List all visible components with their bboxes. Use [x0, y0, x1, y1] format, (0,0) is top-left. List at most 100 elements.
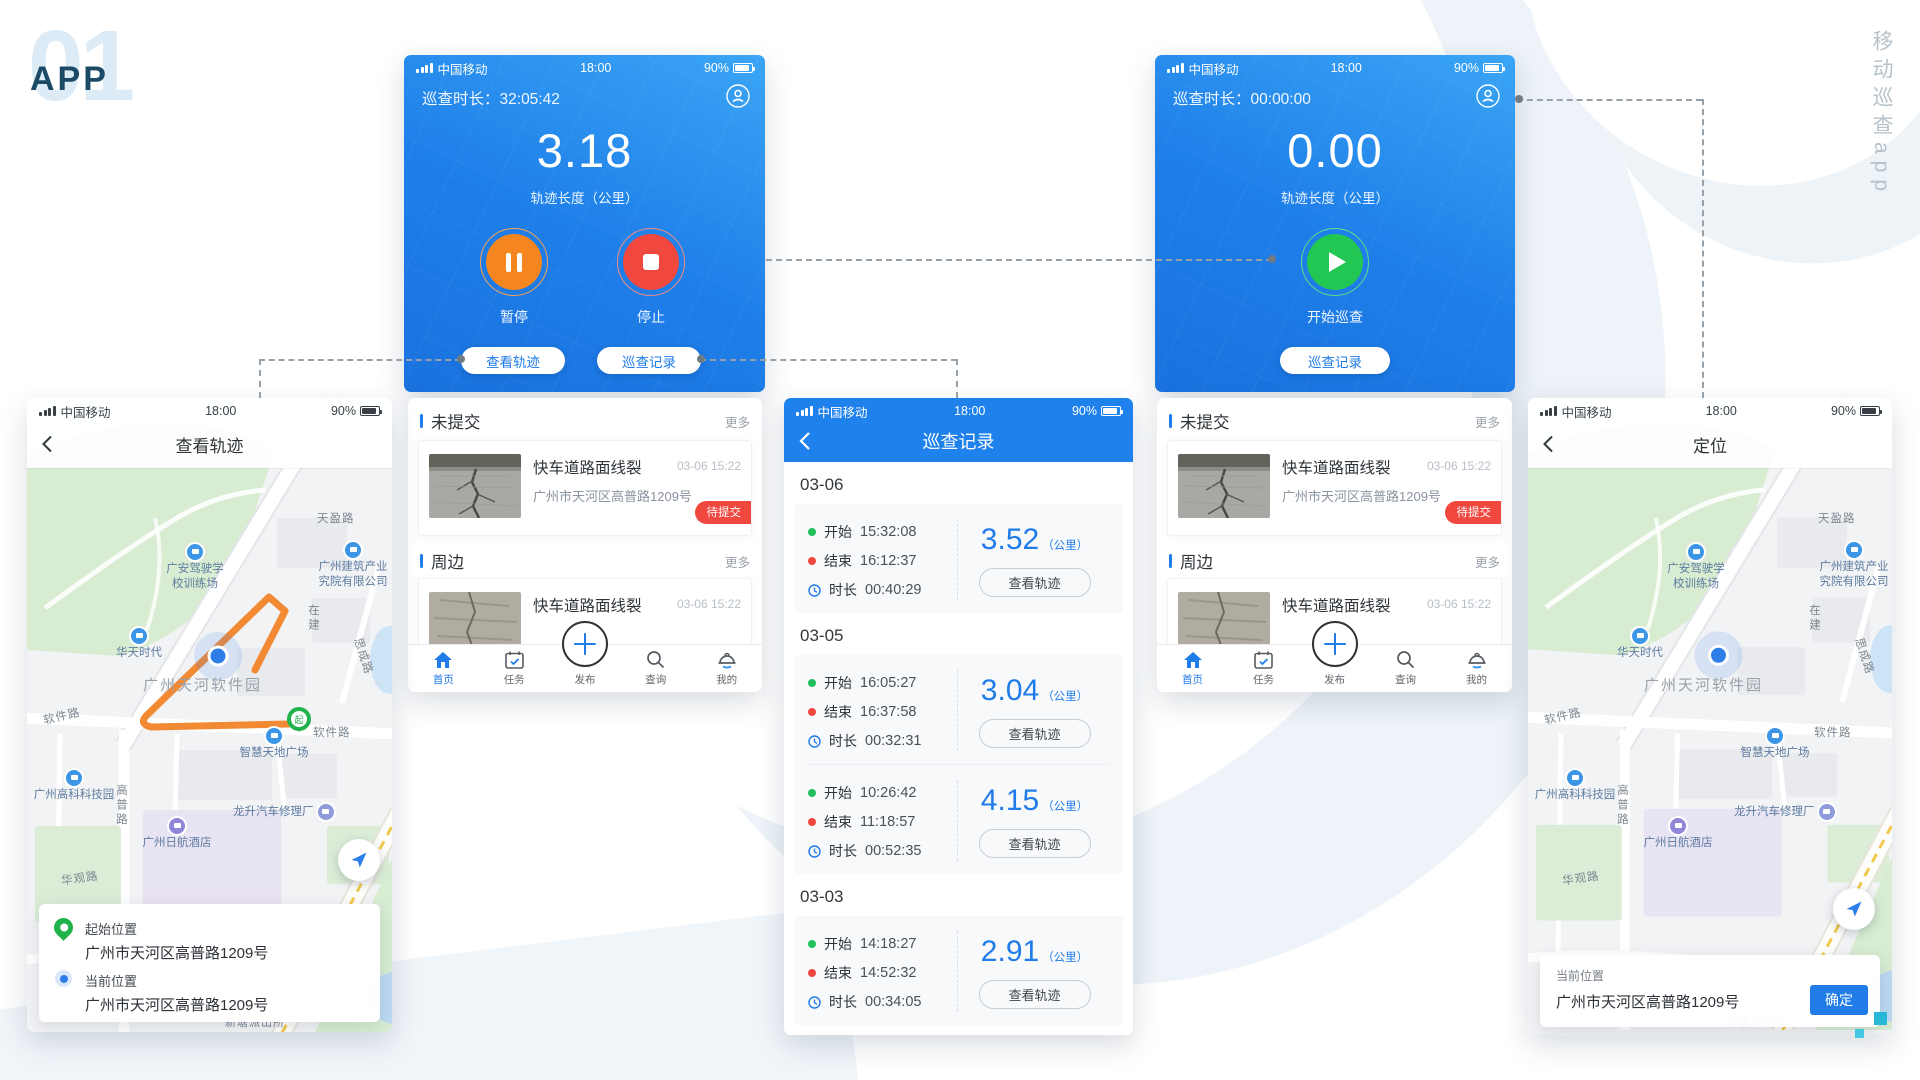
tab-bar: 首页 任务 发布 查询 我的 [1157, 621, 1512, 692]
publish-button[interactable] [561, 621, 608, 667]
start-pin-icon [50, 914, 77, 941]
stop-button[interactable] [617, 228, 685, 296]
under-construction-label: 在建 [307, 604, 319, 633]
report-title: 快车道路面线裂 [1282, 598, 1391, 615]
track-route [139, 593, 293, 731]
tab-mine[interactable]: 我的 [1441, 645, 1512, 692]
report-datetime: 03-06 15:22 [1426, 597, 1491, 611]
distance-value: 3.18 [536, 124, 633, 177]
signal-icon [416, 63, 433, 73]
patrol-records-button[interactable]: 巡查记录 [597, 347, 701, 374]
road-label: 软件路 [313, 727, 351, 739]
location-icon[interactable] [725, 83, 751, 109]
records-header: 中国移动 18:00 90% 巡查记录 [784, 398, 1133, 462]
view-track-button[interactable]: 查看轨迹 [978, 567, 1091, 597]
tab-search[interactable]: 查询 [620, 645, 691, 692]
report-card[interactable]: 快车道路面线裂 03-06 15:22 广州市天河区高普路1209号 待提交 [418, 440, 752, 536]
record-row: 开始 10:26:42 结束 11:18:57 时长 00:52:35 4.15 （公里… [794, 765, 1123, 874]
search-icon [1397, 651, 1415, 669]
tab-home[interactable]: 首页 [1157, 645, 1228, 692]
start-patrol-button[interactable] [1301, 228, 1369, 296]
pause-button[interactable] [480, 228, 548, 296]
poi-driving-school: 广安驾驶学 校训练场 [1648, 544, 1744, 592]
recenter-button[interactable] [338, 839, 380, 881]
record-date: 03-06 [800, 475, 844, 494]
recenter-button[interactable] [1833, 888, 1875, 930]
connector-dot [1515, 95, 1523, 103]
battery-icon [732, 63, 755, 73]
battery-icon [1859, 406, 1882, 416]
more-link[interactable]: 更多 [1474, 415, 1500, 430]
view-track-button[interactable]: 查看轨迹 [978, 828, 1091, 858]
navigation-arrow-icon [351, 852, 367, 868]
road-label: 高普路 [1616, 784, 1628, 828]
tab-mine[interactable]: 我的 [691, 645, 762, 692]
duration-time: 00:34:05 [865, 994, 922, 1010]
start-patrol-label: 开始巡查 [1307, 309, 1363, 325]
record-group: 开始 14:18:27 结束 14:52:32 时长 00:34:05 2.91 （公里… [794, 916, 1123, 1025]
publish-button[interactable] [1311, 621, 1358, 667]
start-dot [808, 528, 816, 536]
poi-icon [66, 770, 82, 786]
calendar-check-icon [1254, 651, 1273, 669]
view-track-button[interactable]: 查看轨迹 [461, 347, 565, 374]
tab-home[interactable]: 首页 [408, 645, 479, 692]
view-track-button[interactable]: 查看轨迹 [978, 979, 1091, 1009]
more-link[interactable]: 更多 [724, 555, 750, 570]
patrol-duration: 巡查时长：00:00:00 [1173, 91, 1311, 108]
plus-icon [1323, 633, 1346, 655]
more-link[interactable]: 更多 [724, 415, 750, 430]
patrol-records-button[interactable]: 巡查记录 [1280, 347, 1390, 374]
record-group: 开始 15:32:08 结束 16:12:37 时长 00:40:29 3.52 （公里… [794, 504, 1123, 613]
under-construction-label: 在建 [1808, 604, 1820, 633]
record-date: 03-03 [800, 887, 844, 906]
report-datetime: 03-06 15:22 [676, 597, 741, 611]
location-icon[interactable] [1475, 83, 1501, 109]
end-time: 16:37:58 [860, 704, 917, 720]
record-date: 03-05 [800, 626, 844, 645]
report-card[interactable]: 快车道路面线裂 03-06 15:22 广州市天河区高普路1209号 待提交 [1167, 440, 1502, 536]
section-nearby: 周边 更多 [1157, 546, 1512, 576]
poi-gaoke-tech-park: 广州高科科技园 [1528, 770, 1622, 803]
back-button[interactable] [39, 434, 59, 454]
current-dot-icon [55, 970, 72, 987]
confirm-button[interactable]: 确定 [1810, 985, 1868, 1015]
section-accent-bar [1169, 414, 1172, 428]
calendar-check-icon [504, 651, 524, 669]
view-track-button[interactable]: 查看轨迹 [978, 718, 1091, 748]
signal-icon [39, 406, 56, 416]
more-link[interactable]: 更多 [1474, 555, 1500, 570]
tab-tasks[interactable]: 任务 [479, 645, 550, 692]
back-button[interactable] [796, 430, 818, 452]
current-address: 广州市天河区高普路1209号 [1556, 994, 1740, 1011]
battery-icon [359, 406, 382, 416]
current-address: 广州市天河区高普路1209号 [85, 997, 269, 1014]
battery-percent: 90% [330, 404, 356, 418]
section-badge: 01 APP [28, 16, 135, 116]
clock-icon [808, 995, 821, 1009]
carrier: 中国移动 [1188, 62, 1239, 77]
start-time: 10:26:42 [860, 785, 917, 801]
side-caption: 移动巡查app [1870, 30, 1893, 199]
record-distance: 4.15 [980, 783, 1040, 817]
road-label: 天盈路 [1818, 513, 1856, 525]
distance-label: 轨迹长度（公里） [530, 191, 639, 206]
signal-icon [796, 406, 813, 416]
tab-search[interactable]: 查询 [1370, 645, 1441, 692]
report-photo [1178, 454, 1270, 518]
tab-tasks[interactable]: 任务 [1228, 645, 1299, 692]
patrol-duration: 巡查时长：32:05:42 [422, 91, 560, 108]
clock-time: 18:00 [1705, 404, 1737, 418]
back-button[interactable] [1540, 434, 1560, 454]
connector-dot [697, 355, 705, 363]
clock-time: 18:00 [205, 404, 237, 418]
connector-dot [1268, 255, 1276, 263]
map[interactable] [1528, 398, 1892, 1031]
current-location-label: 当前位置 [1556, 969, 1605, 983]
end-time: 11:18:57 [860, 814, 916, 830]
connector-line [259, 359, 261, 398]
start-address: 广州市天河区高普路1209号 [85, 945, 269, 962]
status-badge: 待提交 [694, 501, 751, 524]
tab-publish[interactable]: 发布 [1299, 621, 1370, 692]
tab-publish[interactable]: 发布 [550, 621, 621, 692]
